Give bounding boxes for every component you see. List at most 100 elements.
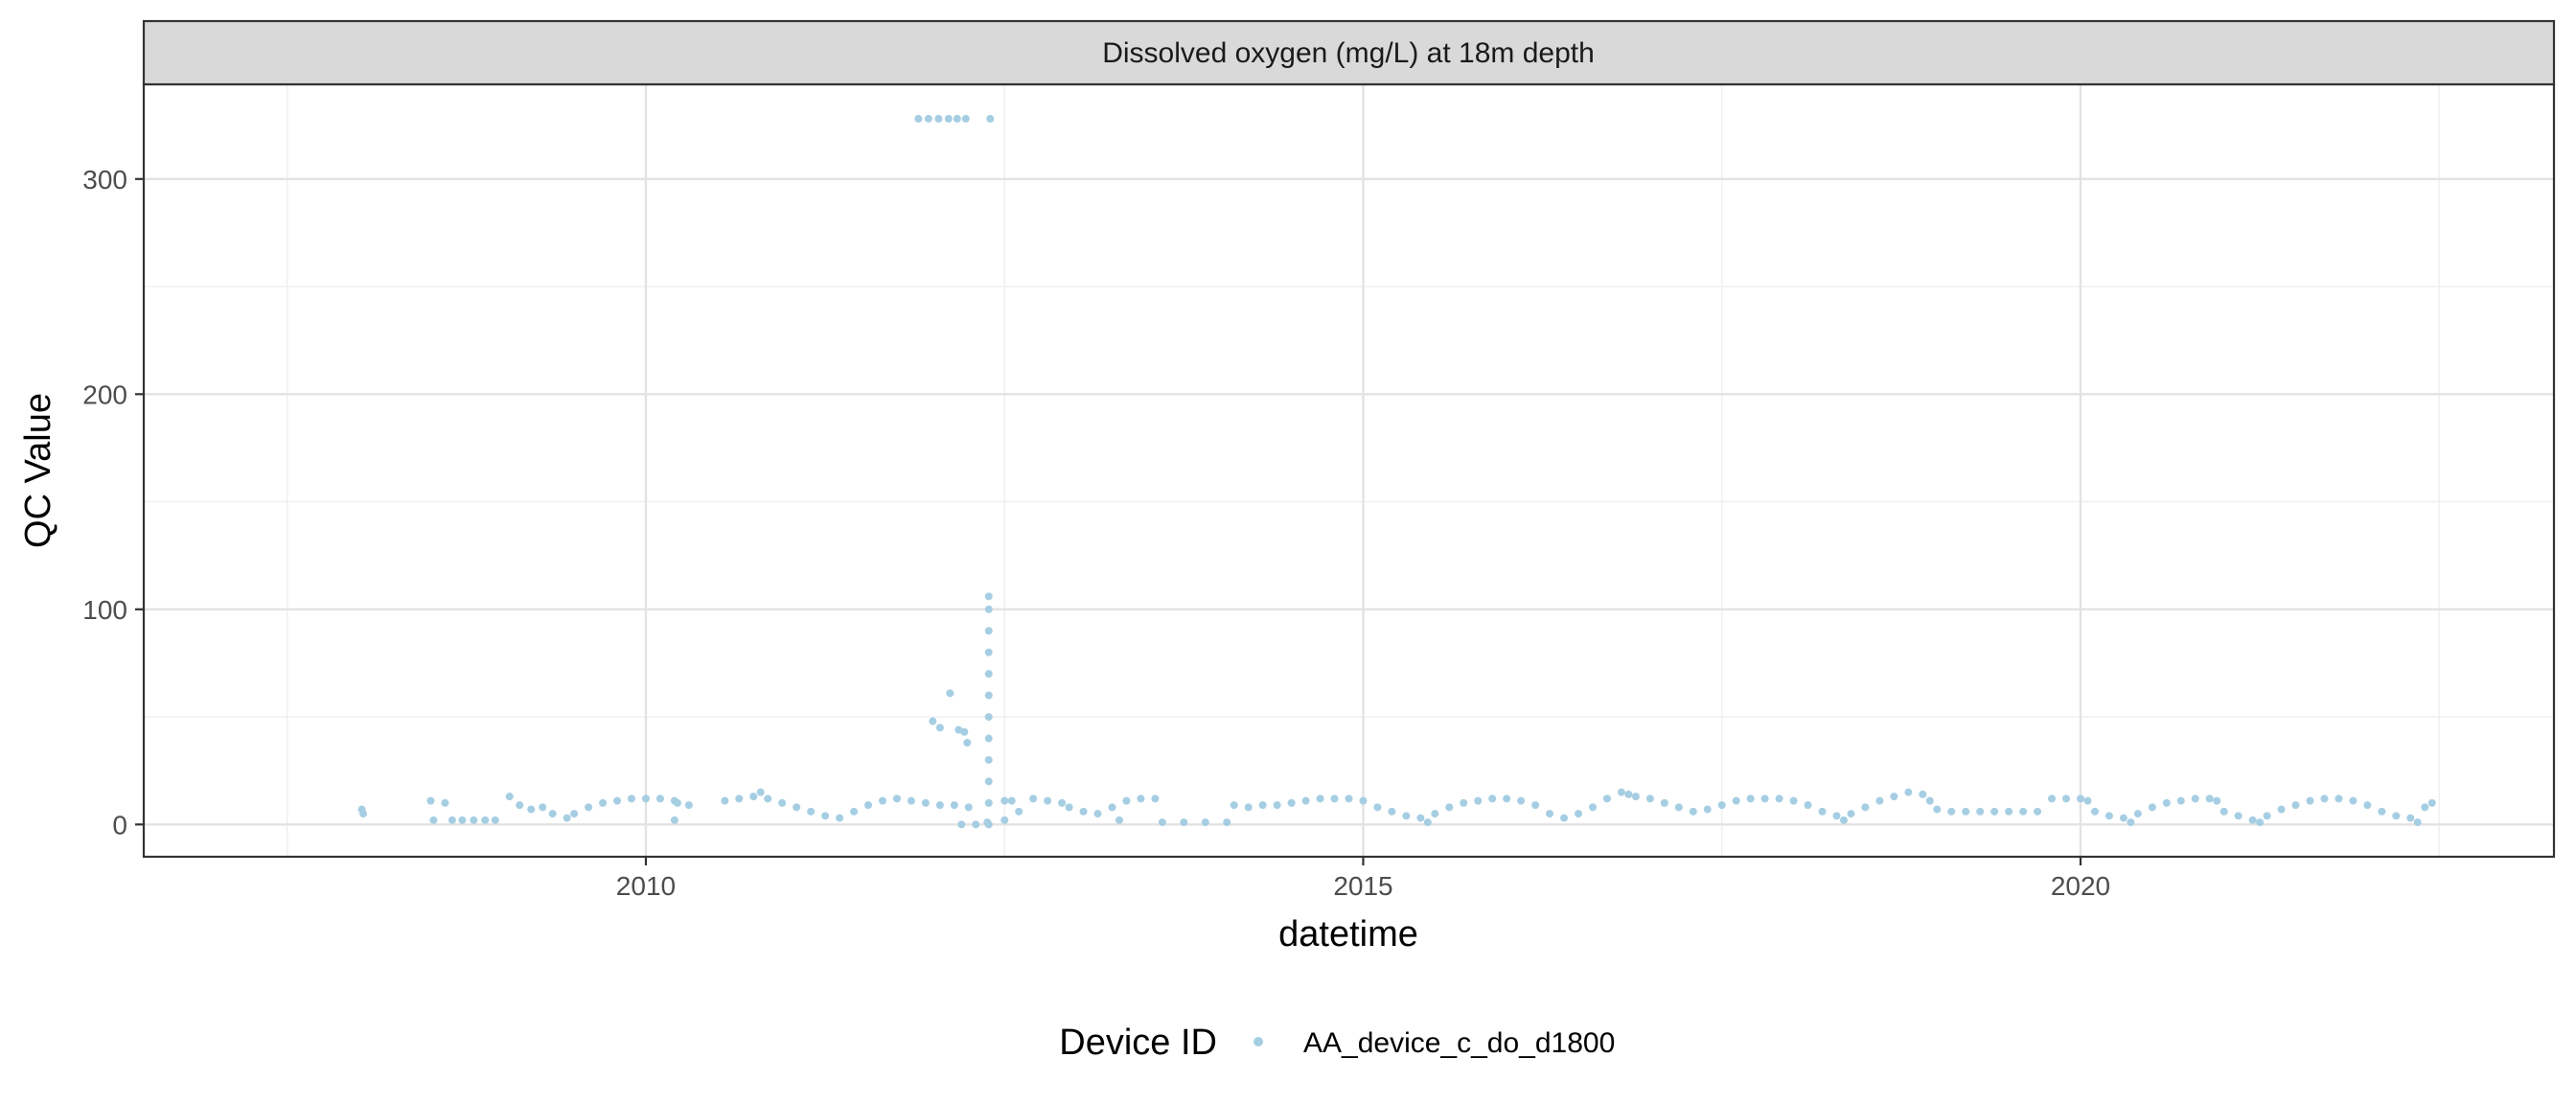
data-point [2191, 794, 2199, 803]
data-point [527, 805, 536, 814]
data-point [984, 592, 993, 601]
data-point [1624, 790, 1633, 798]
data-point [2090, 807, 2099, 816]
data-point [1660, 798, 1668, 807]
data-point [2291, 801, 2300, 810]
data-point [1044, 796, 1052, 805]
data-point [1760, 794, 1769, 803]
data-point [2306, 796, 2314, 805]
data-point [1890, 793, 1898, 801]
data-point [984, 820, 993, 829]
data-point [1560, 814, 1569, 822]
data-point [1703, 805, 1712, 814]
data-point [656, 794, 664, 803]
data-point [2406, 814, 2415, 822]
data-point [441, 798, 449, 807]
data-point [984, 713, 993, 722]
x-tick-label: 2020 [2051, 871, 2110, 901]
data-point [1079, 807, 1088, 816]
data-point [1575, 810, 1583, 818]
data-point [986, 114, 995, 123]
data-point [878, 796, 886, 805]
data-point [2148, 803, 2156, 812]
data-point [1345, 794, 1353, 803]
data-point [1007, 796, 1016, 805]
data-point [2076, 794, 2084, 803]
data-point [721, 796, 729, 805]
data-point [963, 739, 972, 748]
data-point [1875, 796, 1884, 805]
data-point [2176, 796, 2185, 805]
x-axis-ticks: 2010 2015 2020 [616, 857, 2110, 901]
data-point [950, 801, 958, 810]
data-point [1588, 803, 1597, 812]
data-point [1416, 814, 1425, 822]
data-point [914, 114, 923, 123]
data-point [1431, 810, 1439, 818]
data-point [892, 794, 901, 803]
data-point [2320, 794, 2329, 803]
data-point [2213, 796, 2221, 805]
data-point [1065, 803, 1073, 812]
data-point [2019, 807, 2028, 816]
data-point [749, 793, 758, 801]
data-point [793, 803, 801, 812]
data-point [1839, 816, 1848, 824]
data-point [2413, 818, 2422, 827]
data-point [1122, 796, 1131, 805]
data-point [1919, 790, 1927, 798]
data-point [563, 814, 571, 822]
data-point [2083, 796, 2092, 805]
data-point [1093, 810, 1102, 818]
data-point [470, 816, 478, 824]
data-point [1330, 794, 1339, 803]
legend: Device ID AA_device_c_do_d1800 [1059, 1023, 1615, 1063]
facet-strip-background [142, 19, 2556, 86]
data-point [1108, 803, 1116, 812]
data-point [1015, 807, 1024, 816]
data-point [1832, 812, 1841, 820]
data-point [1058, 798, 1067, 807]
data-point [2349, 796, 2358, 805]
y-axis-ticks: 0 100 200 300 [82, 165, 144, 840]
data-point [1301, 796, 1310, 805]
y-axis-title: QC Value [18, 393, 58, 548]
legend-label: AA_device_c_do_d1800 [1303, 1027, 1615, 1059]
data-point [2392, 812, 2401, 820]
data-point [821, 812, 830, 820]
x-axis-title: datetime [1278, 914, 1418, 954]
data-point [764, 794, 772, 803]
data-point [2427, 798, 2436, 807]
data-point [1273, 801, 1281, 810]
data-point [1904, 788, 1913, 796]
data-point [1287, 798, 1296, 807]
data-point [426, 796, 435, 805]
data-point [1674, 803, 1683, 812]
data-point [984, 605, 993, 613]
y-tick-label: 200 [82, 380, 127, 409]
data-point [1201, 818, 1209, 827]
data-point [1137, 794, 1145, 803]
data-point [684, 801, 693, 810]
data-point [1546, 810, 1554, 818]
data-point [627, 794, 635, 803]
y-tick-label: 0 [112, 810, 127, 840]
data-point [1602, 794, 1611, 803]
data-point [907, 796, 915, 805]
data-point [1151, 794, 1160, 803]
data-point [1115, 816, 1123, 824]
data-point [481, 816, 490, 824]
minor-gridlines [144, 84, 2554, 857]
data-point [1180, 818, 1188, 827]
data-point [539, 803, 547, 812]
data-point [2133, 810, 2142, 818]
data-point [1474, 796, 1483, 805]
x-tick-label: 2010 [616, 871, 676, 901]
data-point [673, 798, 681, 807]
major-gridlines [144, 84, 2554, 857]
data-point [1631, 793, 1640, 801]
data-point [1460, 798, 1468, 807]
data-point [570, 810, 579, 818]
data-point [934, 114, 943, 123]
